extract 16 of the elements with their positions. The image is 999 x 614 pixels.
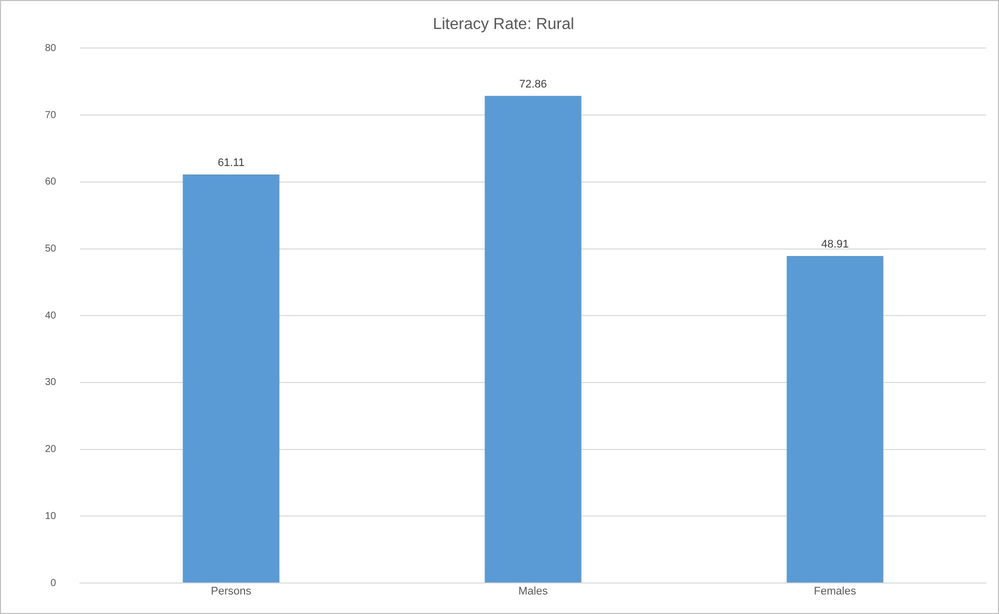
y-tick-label: 10 (45, 510, 57, 522)
y-tick-label: 30 (45, 377, 57, 388)
chart-title: Literacy Rate: Rural (432, 16, 574, 34)
x-tick-label: Persons (210, 586, 252, 598)
y-tick-label: 20 (45, 444, 57, 456)
data-label: 48.91 (821, 238, 849, 251)
data-label: 72.86 (519, 78, 547, 90)
y-tick-label: 0 (50, 578, 57, 589)
y-tick-label: 70 (45, 110, 57, 121)
y-tick-label: 50 (45, 244, 57, 254)
y-tick-label: 80 (45, 42, 57, 54)
data-label: 61.11 (218, 157, 244, 170)
y-tick-label: 40 (45, 310, 57, 322)
x-tick-label: Females (814, 586, 857, 598)
x-tick-label: Males (518, 586, 548, 598)
y-tick-label: 60 (45, 176, 57, 188)
